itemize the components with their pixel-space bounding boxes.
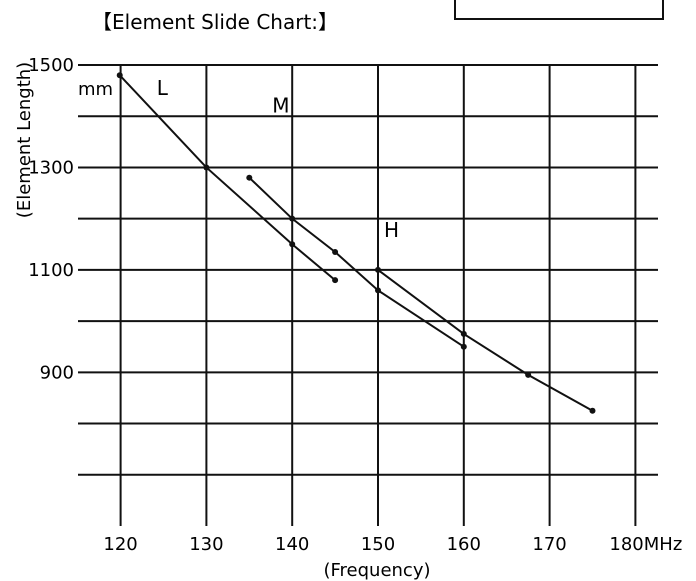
series-point-M	[460, 343, 467, 350]
series-point-M	[332, 248, 339, 255]
series-point-H	[375, 266, 381, 273]
y-tick-label: 1500	[28, 55, 74, 76]
series-label-L: L	[157, 76, 169, 100]
series-point-L	[332, 277, 339, 284]
series-point-H	[589, 407, 596, 414]
series-point-L	[289, 241, 296, 248]
y-tick-label: 1100	[28, 260, 74, 281]
tick-layer: 120 130 140 150 160 170 180MHz 1500 1300 1100 900	[28, 55, 682, 555]
grid-layer	[78, 64, 658, 526]
series-point-H	[525, 371, 532, 378]
x-tick-label: 150	[361, 534, 395, 555]
y-unit-label: mm	[78, 79, 113, 100]
x-tick-label: 130	[189, 534, 223, 555]
chart-title: 【Element Slide Chart:】	[92, 10, 338, 34]
series-line-L	[119, 74, 336, 281]
y-tick-label: 1300	[28, 157, 74, 178]
series-point-H	[460, 330, 467, 337]
x-tick-label: 180MHz	[609, 534, 682, 555]
top-right-frame	[454, 0, 664, 20]
series-label-M: M	[272, 94, 289, 118]
y-axis-title: (Element Length)	[14, 62, 35, 218]
x-tick-label: 120	[103, 534, 137, 555]
series-point-M	[289, 215, 296, 222]
x-tick-label: 160	[447, 534, 481, 555]
series-label-H: H	[384, 218, 399, 242]
series-point-L	[203, 164, 210, 171]
x-tick-label: 140	[275, 534, 309, 555]
series-layer: L M H	[116, 72, 596, 414]
y-tick-label: 900	[40, 362, 74, 383]
series-point-L	[116, 72, 123, 79]
x-axis-title: (Frequency)	[323, 560, 430, 581]
series-line-H	[377, 269, 593, 412]
series-point-M	[246, 174, 253, 181]
x-tick-label: 170	[532, 534, 566, 555]
series-point-M	[375, 287, 381, 294]
